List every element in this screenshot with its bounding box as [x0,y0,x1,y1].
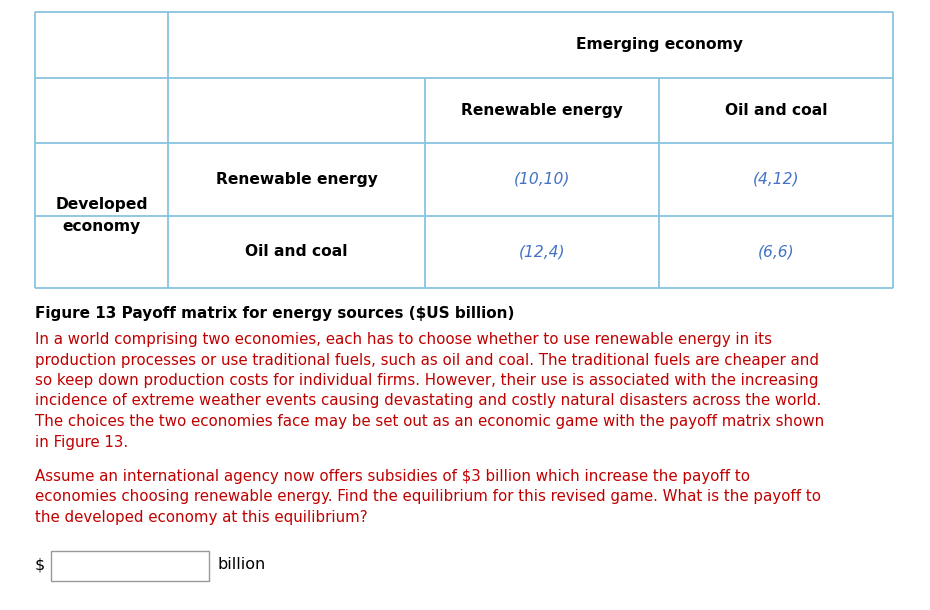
Text: Emerging economy: Emerging economy [576,37,742,52]
Text: Figure 13 Payoff matrix for energy sources ($US billion): Figure 13 Payoff matrix for energy sourc… [35,306,514,321]
Text: Renewable energy: Renewable energy [461,103,623,118]
Text: (12,4): (12,4) [519,245,565,259]
Text: Renewable energy: Renewable energy [216,172,378,187]
Text: in Figure 13.: in Figure 13. [35,434,128,450]
Text: Assume an international agency now offers subsidies of $3 billion which increase: Assume an international agency now offer… [35,469,750,484]
Text: production processes or use traditional fuels, such as oil and coal. The traditi: production processes or use traditional … [35,353,819,367]
Text: economy: economy [62,219,140,234]
Text: so keep down production costs for individual firms. However, their use is associ: so keep down production costs for indivi… [35,373,818,388]
Text: incidence of extreme weather events causing devastating and costly natural disas: incidence of extreme weather events caus… [35,393,821,409]
Text: (4,12): (4,12) [752,172,799,187]
Text: (6,6): (6,6) [758,245,794,259]
Text: Oil and coal: Oil and coal [724,103,828,118]
Text: Oil and coal: Oil and coal [246,245,348,259]
Text: Developed: Developed [55,197,148,212]
Text: The choices the two economies face may be set out as an economic game with the p: The choices the two economies face may b… [35,414,824,429]
FancyBboxPatch shape [51,550,209,581]
Text: economies choosing renewable energy. Find the equilibrium for this revised game.: economies choosing renewable energy. Fin… [35,489,821,504]
Text: the developed economy at this equilibrium?: the developed economy at this equilibriu… [35,510,367,525]
Text: In a world comprising two economies, each has to choose whether to use renewable: In a world comprising two economies, eac… [35,332,772,347]
Text: (10,10): (10,10) [513,172,570,187]
Text: $: $ [35,557,46,572]
Text: billion: billion [217,557,265,572]
